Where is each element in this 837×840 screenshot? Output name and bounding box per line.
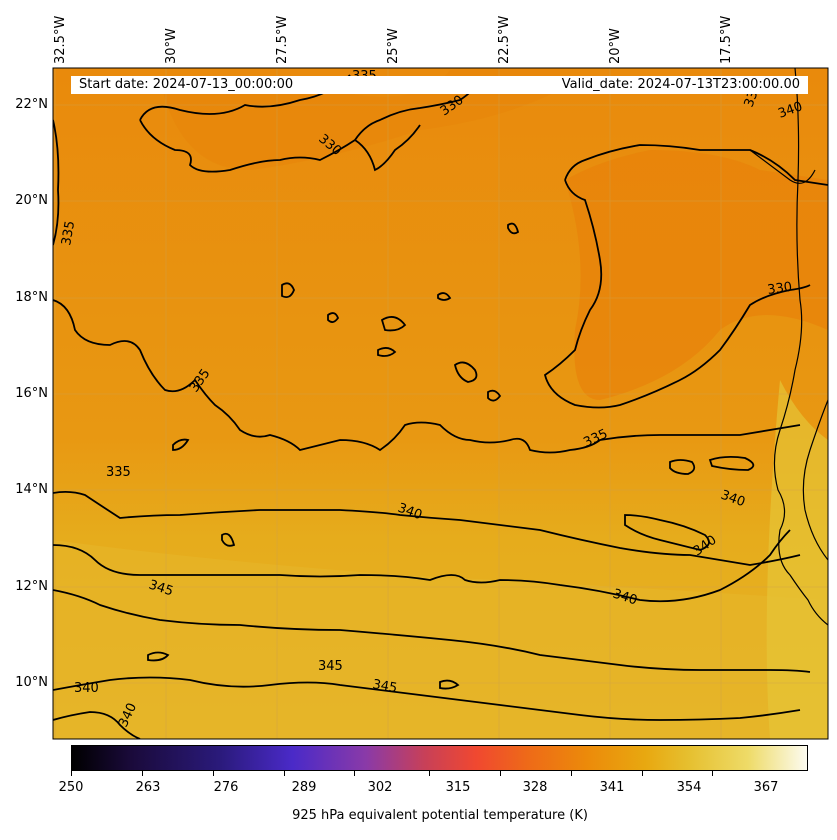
colorbar-tick-label: 302: [367, 780, 393, 795]
colorbar-tick-label: 263: [135, 780, 161, 795]
contour-label: 335: [106, 465, 131, 480]
colorbar-tick: [71, 771, 72, 776]
colorbar-tick-label: 367: [753, 780, 779, 795]
lon-label: 20°W: [608, 28, 623, 64]
colorbar-tick: [500, 771, 501, 776]
colorbar-tick: [284, 771, 285, 776]
date-header: Start date: 2024-07-13_00:00:00 Valid_da…: [71, 76, 808, 94]
lon-label: 17.5°W: [719, 15, 734, 64]
colorbar-tick-label: 341: [599, 780, 625, 795]
colorbar-tick-label: 315: [445, 780, 471, 795]
lat-label: 12°N: [15, 579, 48, 594]
contour-label: 340: [74, 681, 99, 696]
lon-label: 30°W: [164, 28, 179, 64]
lat-label: 16°N: [15, 386, 48, 401]
lon-label: 32.5°W: [53, 15, 68, 64]
colorbar-tick: [712, 771, 713, 776]
contour-label: 330: [766, 280, 793, 298]
lat-label: 10°N: [15, 675, 48, 690]
map-frame: [52, 67, 829, 740]
colorbar-tick-label: 250: [58, 780, 84, 795]
contour-label: 345: [147, 578, 175, 600]
start-date-label: Start date: 2024-07-13_00:00:00: [79, 77, 294, 92]
contour-label: 340: [611, 587, 639, 609]
colorbar-tick: [642, 771, 643, 776]
lat-label: 14°N: [15, 482, 48, 497]
lon-label: 27.5°W: [275, 15, 290, 64]
colorbar-title: 925 hPa equivalent potential temperature…: [292, 808, 588, 823]
colorbar: [71, 745, 808, 771]
colorbar-tick: [213, 771, 214, 776]
colorbar-tick: [142, 771, 143, 776]
lat-label: 18°N: [15, 290, 48, 305]
lat-label: 22°N: [15, 97, 48, 112]
contour-label: 345: [371, 677, 398, 696]
colorbar-tick: [354, 771, 355, 776]
warm-region: [565, 150, 828, 400]
colorbar-tick-label: 289: [291, 780, 317, 795]
coastal-strip: [766, 380, 828, 739]
contour-lines: [53, 74, 828, 739]
colorbar-tick-label: 328: [522, 780, 548, 795]
colorbar-tick-label: 354: [676, 780, 702, 795]
colorbar-tick: [571, 771, 572, 776]
colorbar-tick-label: 276: [213, 780, 239, 795]
lat-label: 20°N: [15, 193, 48, 208]
map-field: 335 330 330 330 340 335 330 335 335 335 …: [53, 68, 828, 739]
colorbar-tick: [429, 771, 430, 776]
lon-label: 25°W: [386, 28, 401, 64]
coastline: [749, 68, 828, 626]
contour-label: 335: [59, 220, 78, 247]
valid-date-label: Valid_date: 2024-07-13T23:00:00.00: [561, 77, 800, 92]
lon-label: 22.5°W: [497, 15, 512, 64]
contour-label: 345: [318, 659, 343, 674]
